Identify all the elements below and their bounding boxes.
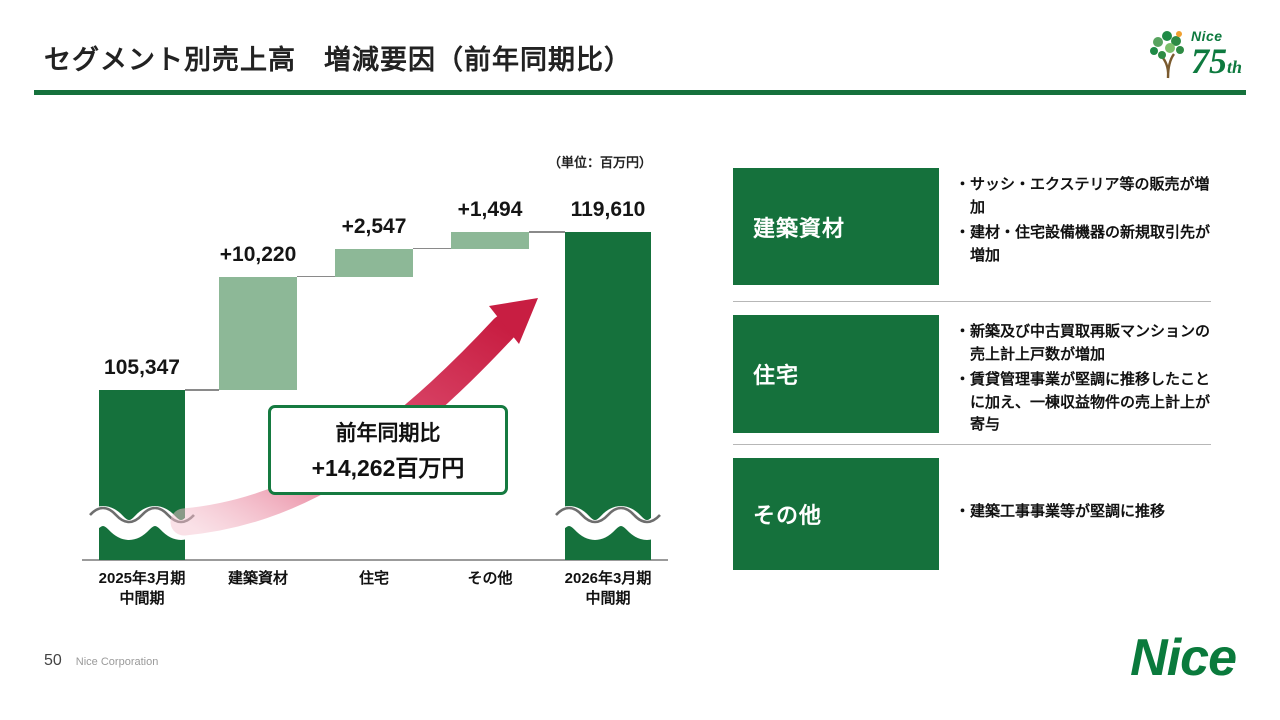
segment-tag-housing: 住宅 [733, 315, 939, 433]
yoy-callout-line1: 前年同期比 [335, 422, 441, 445]
page-number: 50 [44, 652, 62, 669]
waterfall-chart: 105,347 2025年3月期 中間期 +10,220 建築資材 +2,547 住宅 +1… [56, 150, 706, 620]
x-axis-label-3: その他 [467, 570, 513, 587]
waterfall-bar-1 [219, 276, 297, 390]
anniversary-suffix: th [1226, 57, 1242, 77]
yoy-change-callout: 前年同期比 +14,262百万円 [268, 405, 508, 495]
axis-break-wave-0 [82, 506, 202, 540]
step-connector-1 [297, 275, 335, 278]
company-name: Nice Corporation [75, 656, 159, 668]
section-divider [733, 444, 1211, 445]
x-axis-label-1: 建築資材 [227, 570, 288, 587]
factor-bullets-housing: ・新築及び中古買取再販マンションの売上計上戸数が増加 ・賃貸管理事業が堅調に推移… [955, 315, 1211, 440]
title-underline [34, 90, 1246, 95]
factor-section-housing: 住宅 ・新築及び中古買取再販マンションの売上計上戸数が増加 ・賃貸管理事業が堅調… [733, 315, 1211, 440]
factor-section-building-materials: 建築資材 ・サッシ・エクステリア等の販売が増加 ・建材・住宅設備機器の新規取引先… [733, 168, 1211, 285]
tree-icon [1149, 31, 1184, 79]
bar-value-label-4: 119,610 [570, 198, 646, 221]
waterfall-bar-3 [451, 232, 529, 249]
yoy-callout-line2: +14,262百万円 [311, 455, 465, 481]
bullet-item: ・新築及び中古買取再販マンションの売上計上戸数が増加 [955, 323, 1211, 363]
nice-brand-logo: Nice [1130, 629, 1237, 687]
factor-panel: 建築資材 ・サッシ・エクステリア等の販売が増加 ・建材・住宅設備機器の新規取引先… [733, 165, 1215, 585]
unit-label: （単位：百万円） [548, 155, 653, 170]
bar-value-label-3: +1,494 [457, 198, 523, 222]
bar-value-label-0: 105,347 [104, 356, 180, 379]
x-axis-label-2: 住宅 [358, 570, 389, 587]
bullet-item: ・賃貸管理事業が堅調に推移したことに加え、一棟収益物件の売上計上が寄与 [955, 371, 1211, 433]
factor-section-other: その他 ・建築工事事業等が堅調に推移 [733, 458, 1211, 570]
x-axis-label-0: 2025年3月期 中間期 [98, 570, 186, 607]
factor-bullets-other: ・建築工事事業等が堅調に推移 [955, 501, 1211, 527]
anniversary-brand-text: Nice [1190, 28, 1223, 44]
bar-value-label-2: +2,547 [341, 214, 407, 238]
step-connector-0 [185, 389, 219, 391]
bullet-item: ・サッシ・エクステリア等の販売が増加 [955, 176, 1210, 216]
bullet-item: ・建材・住宅設備機器の新規取引先が増加 [955, 224, 1211, 264]
footer: 50 Nice Corporation [44, 652, 158, 670]
bullet-item: ・建築工事事業等が堅調に推移 [955, 503, 1166, 521]
page-title: セグメント別売上高 増減要因（前年同期比） [44, 45, 632, 75]
chart-baseline [82, 559, 668, 561]
anniversary-logo-text: Nice 75th [1191, 29, 1242, 79]
axis-break-wave-4 [548, 506, 668, 540]
section-divider [733, 301, 1211, 302]
waterfall-bar-4 [565, 232, 651, 560]
waterfall-bar-2 [335, 248, 413, 277]
segment-tag-building-materials: 建築資材 [733, 168, 939, 285]
chart-layer: 105,347 2025年3月期 中間期 +10,220 建築資材 +2,547 住宅 +1… [56, 150, 706, 620]
factor-bullets-building-materials: ・サッシ・エクステリア等の販売が増加 ・建材・住宅設備機器の新規取引先が増加 [955, 168, 1211, 285]
step-connector-3 [529, 231, 565, 233]
segment-tag-other: その他 [733, 458, 939, 570]
nice-75th-anniversary-logo: Nice 75th [1148, 28, 1242, 80]
anniversary-number: 75 [1190, 41, 1227, 81]
x-axis-label-4: 2026年3月期 中間期 [564, 570, 652, 607]
step-connector-2 [413, 247, 451, 250]
bar-value-label-1: +10,220 [219, 242, 297, 266]
